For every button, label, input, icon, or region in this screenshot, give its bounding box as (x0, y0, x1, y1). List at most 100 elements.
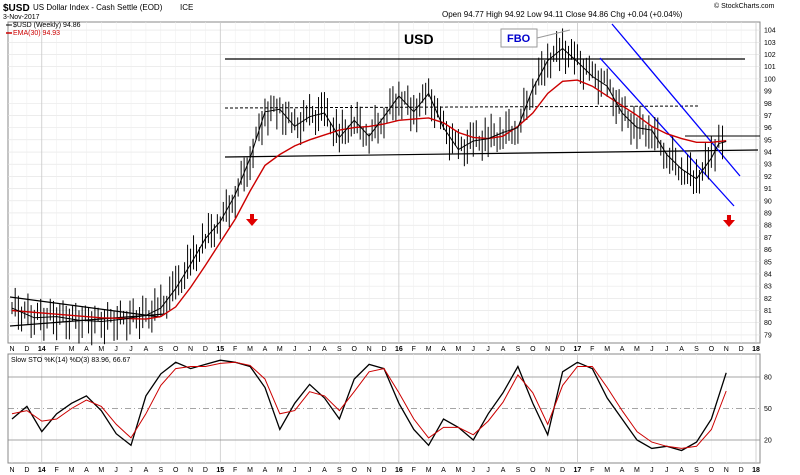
oscillator-x-tick-label: 17 (574, 467, 582, 474)
oscillator-x-tick-label: J (308, 467, 312, 474)
price-x-tick-label: D (739, 346, 744, 353)
price-x-tick-label: J (472, 346, 476, 353)
price-x-tick-label: 16 (395, 346, 403, 353)
price-x-tick-label: O (530, 346, 536, 353)
price-y-tick-label: 90 (764, 198, 772, 205)
price-y-tick-label: 104 (764, 28, 776, 35)
oscillator-x-tick-label: S (694, 467, 699, 474)
fbo-pointer (536, 29, 571, 39)
oscillator-x-tick-label: M (69, 467, 75, 474)
oscillator-x-tick-label: 16 (395, 467, 403, 474)
price-y-tick-label: 100 (764, 76, 776, 83)
oscillator-x-axis: N D 14 F M A M J J A S O N D 15 F M A M J J A S O N D 16 F M A M J J A S O N… (9, 467, 760, 474)
price-x-tick-label: O (173, 346, 179, 353)
price-y-tick-label: 85 (764, 259, 772, 266)
oscillator-x-tick-label: N (9, 467, 14, 474)
price-y-tick-label: 87 (764, 235, 772, 242)
chart-annotation-title: USD (404, 31, 434, 47)
price-y-tick-label: 79 (764, 332, 772, 339)
price-x-tick-label: S (516, 346, 521, 353)
price-x-tick-label: N (188, 346, 193, 353)
oscillator-x-tick-label: F (233, 467, 237, 474)
price-y-tick-label: 82 (764, 296, 772, 303)
channel-upper-line (611, 23, 741, 177)
price-x-tick-label: D (24, 346, 29, 353)
price-x-tick-label: J (650, 346, 654, 353)
range-midline (224, 105, 701, 109)
oscillator-x-tick-label: F (590, 467, 594, 474)
stochastic-k-line (11, 359, 727, 452)
price-y-tick-label: 89 (764, 210, 772, 217)
price-x-tick-label: S (158, 346, 163, 353)
oscillator-label: Slow STO %K(14) %D(3) 83.96, 66.67 (11, 357, 130, 364)
oscillator-x-tick-label: O (530, 467, 536, 474)
oscillator-x-tick-label: M (455, 467, 461, 474)
oscillator-x-tick-label: J (650, 467, 654, 474)
oscillator-x-tick-label: S (516, 467, 521, 474)
price-y-tick-label: 102 (764, 52, 776, 59)
price-legend-text: $USD (Weekly) 94.86 (13, 22, 81, 29)
oscillator-y-tick-label: 50 (764, 406, 772, 413)
oscillator-x-tick-label: J (472, 467, 476, 474)
oscillator-x-tick-label: M (604, 467, 610, 474)
oscillator-y-tick-label: 80 (764, 375, 772, 382)
oscillator-x-tick-label: J (114, 467, 118, 474)
price-x-tick-label: 17 (574, 346, 582, 353)
price-y-tick-label: 80 (764, 320, 772, 327)
oscillator-x-tick-label: A (501, 467, 506, 474)
price-line (11, 47, 727, 323)
price-y-tick-label: 81 (764, 308, 772, 315)
price-x-tick-label: M (604, 346, 610, 353)
oscillator-x-tick-label: D (739, 467, 744, 474)
price-y-tick-label: 101 (764, 64, 776, 71)
price-x-tick-label: N (545, 346, 550, 353)
price-x-tick-label: F (54, 346, 58, 353)
ema-legend-text: EMA(30) 94.93 (13, 30, 60, 37)
price-x-tick-label: J (129, 346, 133, 353)
price-x-tick-label: J (114, 346, 118, 353)
oscillator-y-axis: 20 50 80 (764, 375, 772, 445)
price-x-tick-label: D (381, 346, 386, 353)
price-y-tick-label: 97 (764, 113, 772, 120)
price-x-tick-label: J (308, 346, 312, 353)
price-x-tick-label: F (233, 346, 237, 353)
price-x-tick-label: M (69, 346, 75, 353)
oscillator-x-tick-label: S (337, 467, 342, 474)
stochastic-d-line (11, 361, 727, 449)
oscillator-x-tick-label: D (24, 467, 29, 474)
price-x-tick-label: A (322, 346, 327, 353)
price-y-tick-label: 88 (764, 223, 772, 230)
price-y-tick-label: 92 (764, 174, 772, 181)
oscillator-x-tick-label: A (263, 467, 268, 474)
price-y-axis: 79 80 81 82 83 84 85 86 87 88 89 90 91 92 93 94 95 96 97 98… (764, 28, 776, 340)
price-x-tick-label: J (293, 346, 297, 353)
price-y-tick-label: 94 (764, 150, 772, 157)
price-y-tick-label: 99 (764, 89, 772, 96)
oscillator-x-tick-label: A (144, 467, 149, 474)
price-x-tick-label: J (665, 346, 669, 353)
oscillator-x-tick-label: J (293, 467, 297, 474)
oscillator-x-tick-label: N (188, 467, 193, 474)
price-y-tick-label: 84 (764, 271, 772, 278)
price-x-tick-label: S (694, 346, 699, 353)
price-x-tick-label: O (352, 346, 358, 353)
symbol-label: $USD (3, 3, 30, 14)
price-x-tick-label: N (724, 346, 729, 353)
oscillator-x-tick-label: J (129, 467, 133, 474)
price-y-tick-label: 95 (764, 137, 772, 144)
index-name: US Dollar Index - Cash Settle (EOD) (33, 3, 163, 12)
oscillator-y-tick-label: 20 (764, 438, 772, 445)
oscillator-x-tick-label: O (709, 467, 715, 474)
oscillator-x-tick-label: N (367, 467, 372, 474)
price-x-tick-label: A (144, 346, 149, 353)
oscillator-x-tick-label: A (441, 467, 446, 474)
copyright-text: © StockCharts.com (714, 2, 775, 10)
oscillator-x-tick-label: 18 (752, 467, 760, 474)
price-x-tick-label: M (247, 346, 253, 353)
price-x-tick-label: A (84, 346, 89, 353)
price-x-tick-label: M (634, 346, 640, 353)
oscillator-x-tick-label: M (277, 467, 283, 474)
price-y-tick-label: 83 (764, 284, 772, 291)
price-legend: $USD (Weekly) 94.86 EMA(30) 94.93 (6, 22, 81, 37)
